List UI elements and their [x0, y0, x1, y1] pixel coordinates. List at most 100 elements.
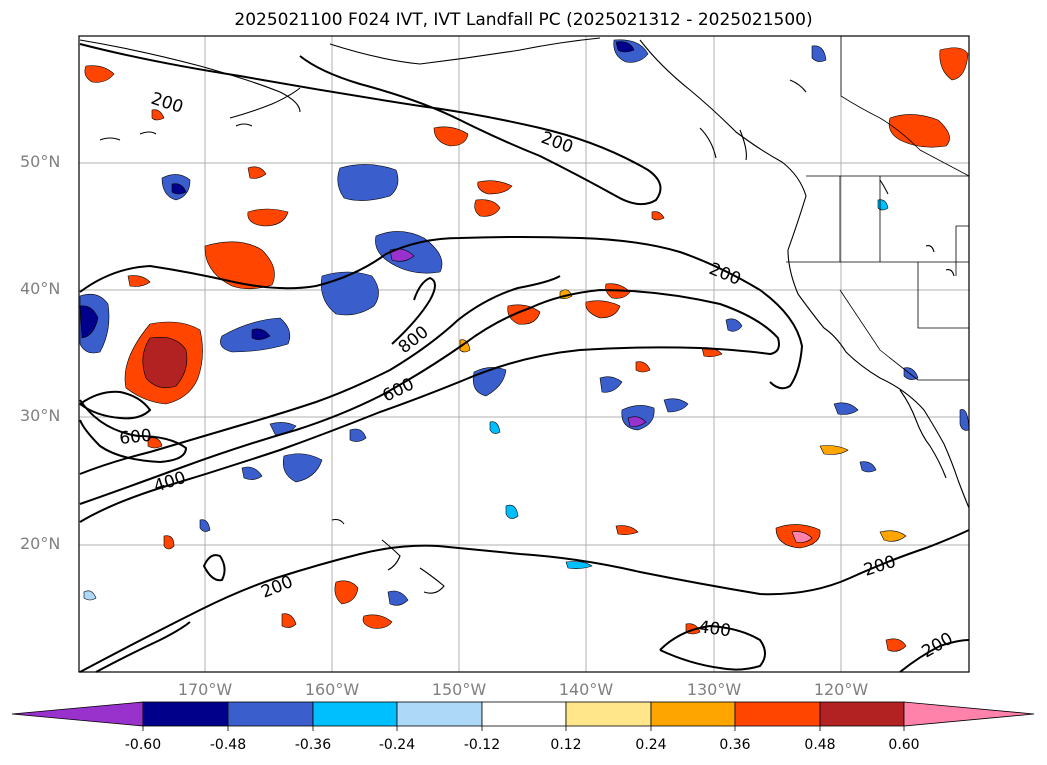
pc-blob	[334, 580, 359, 605]
pc-blob	[241, 466, 263, 480]
lat-label-30n: 30°N	[20, 406, 61, 425]
colorbar-label: -0.24	[378, 737, 416, 753]
lon-label-170w: 170°W	[177, 680, 233, 699]
contour-400-lower	[659, 624, 766, 671]
lon-label-160w: 160°W	[304, 680, 360, 699]
pc-blob	[879, 530, 907, 542]
pc-blob	[433, 126, 469, 147]
pc-blob	[281, 613, 297, 628]
pc-blob	[627, 416, 647, 427]
contour-600-left	[79, 399, 188, 464]
pc-blob	[885, 638, 907, 652]
pc-blob	[877, 199, 889, 211]
border-states	[786, 176, 969, 381]
colorbar-bin	[227, 701, 314, 727]
contour-200-main	[79, 236, 804, 390]
colorbar-bin	[142, 701, 229, 727]
pc-blob	[615, 525, 639, 535]
pc-blob	[151, 109, 165, 121]
pc-blob	[833, 402, 859, 415]
colorbar-bin	[650, 701, 736, 727]
pc-blob	[147, 437, 163, 449]
pc-blob	[477, 180, 513, 195]
pc-blob	[472, 367, 507, 397]
contour-200-sw	[95, 621, 191, 673]
colorbar-bin	[481, 701, 567, 727]
contour-600	[79, 275, 561, 475]
pc-blob	[663, 398, 689, 413]
colorbar-label: 0.36	[719, 737, 751, 753]
colorbar-label: -0.60	[124, 737, 162, 753]
lon-label-130w: 130°W	[686, 680, 742, 699]
lon-label-140w: 140°W	[558, 680, 614, 699]
contour-400	[79, 288, 780, 523]
border-alaska-canada	[840, 36, 970, 177]
pc-blob	[939, 47, 969, 81]
colorbar-label: -0.12	[463, 737, 501, 753]
ivt-contours	[79, 43, 970, 673]
pc-blob	[651, 211, 665, 221]
pc-blob	[585, 300, 621, 319]
pc-blob	[615, 41, 635, 53]
pc-blob	[199, 519, 211, 532]
pc-blob	[725, 318, 743, 332]
colorbar-bin	[565, 701, 652, 727]
colorbar-arrow-right	[903, 701, 1035, 727]
colorbar	[11, 701, 1035, 731]
pc-blob	[489, 421, 501, 434]
pc-blob	[84, 65, 115, 83]
colorbar-arrow-left	[11, 701, 144, 727]
pc-blob	[505, 504, 519, 519]
pc-blob	[247, 166, 267, 179]
colorbar-bin	[396, 701, 483, 727]
contour-200-north	[79, 43, 662, 206]
pc-blob	[819, 445, 849, 455]
pc-blob	[387, 590, 409, 606]
lat-label-20n: 20°N	[20, 534, 61, 553]
coastline-small	[879, 179, 955, 277]
lon-label-150w: 150°W	[431, 680, 487, 699]
pc-blob	[127, 275, 151, 287]
pc-blob	[171, 183, 187, 195]
pc-blob	[459, 339, 471, 353]
coastline-hawaii	[331, 518, 445, 594]
colorbar-bin	[312, 701, 398, 727]
colorbar-bin	[819, 701, 905, 727]
pc-blob	[349, 428, 367, 442]
contour-label: 400	[697, 617, 732, 641]
pc-blob	[282, 453, 323, 483]
negative-pc-regions	[79, 39, 970, 606]
colorbar-label: -0.36	[294, 737, 332, 753]
pc-blob	[791, 531, 813, 543]
pc-blob	[204, 241, 275, 290]
pc-blob	[811, 45, 827, 62]
colorbar-label: 0.24	[635, 737, 667, 753]
borders	[786, 36, 970, 381]
pc-blob	[565, 561, 593, 569]
colorbar-label: 0.12	[550, 737, 582, 753]
pc-blob	[79, 305, 99, 339]
colorbar-label: 0.60	[888, 737, 920, 753]
colorbar-label: 0.48	[804, 737, 836, 753]
colorbar-bin	[734, 701, 821, 727]
pc-blob	[635, 361, 651, 373]
pc-blob	[142, 336, 188, 389]
contour-label: 600	[118, 426, 152, 449]
pc-blob	[337, 164, 399, 201]
contour-200-lower	[79, 529, 970, 673]
pc-blob	[599, 376, 623, 393]
map-panel: 200 200 200 800 600 600 400 200 200 400 …	[78, 35, 970, 673]
coastline-baja	[899, 389, 947, 479]
map-background	[79, 36, 969, 672]
contour-200-hawaii	[202, 554, 226, 582]
coastlines	[79, 37, 970, 594]
pc-blob	[251, 328, 271, 340]
contour-200-left	[79, 390, 152, 420]
pc-blob	[247, 208, 289, 227]
pc-blob	[321, 271, 379, 316]
pc-blob	[474, 199, 501, 217]
lon-label-120w: 120°W	[813, 680, 869, 699]
pc-blob	[163, 535, 175, 550]
coastline-islands	[99, 79, 807, 161]
